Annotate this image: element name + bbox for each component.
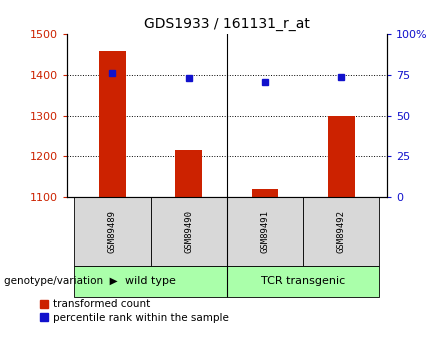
Text: wild type: wild type bbox=[125, 276, 176, 286]
FancyBboxPatch shape bbox=[74, 266, 227, 297]
FancyBboxPatch shape bbox=[227, 197, 303, 266]
Text: genotype/variation  ▶: genotype/variation ▶ bbox=[4, 276, 118, 286]
Text: GSM89490: GSM89490 bbox=[184, 210, 193, 253]
FancyBboxPatch shape bbox=[303, 197, 379, 266]
Title: GDS1933 / 161131_r_at: GDS1933 / 161131_r_at bbox=[144, 17, 310, 31]
Text: GSM89489: GSM89489 bbox=[108, 210, 117, 253]
Text: TCR transgenic: TCR transgenic bbox=[261, 276, 345, 286]
Text: GSM89492: GSM89492 bbox=[337, 210, 346, 253]
FancyBboxPatch shape bbox=[150, 197, 227, 266]
Bar bbox=[252, 188, 278, 197]
Legend: transformed count, percentile rank within the sample: transformed count, percentile rank withi… bbox=[40, 299, 229, 323]
FancyBboxPatch shape bbox=[227, 266, 379, 297]
FancyBboxPatch shape bbox=[74, 197, 150, 266]
Bar bbox=[175, 150, 202, 197]
Bar bbox=[99, 51, 126, 197]
Text: GSM89491: GSM89491 bbox=[261, 210, 270, 253]
Bar bbox=[328, 116, 355, 197]
